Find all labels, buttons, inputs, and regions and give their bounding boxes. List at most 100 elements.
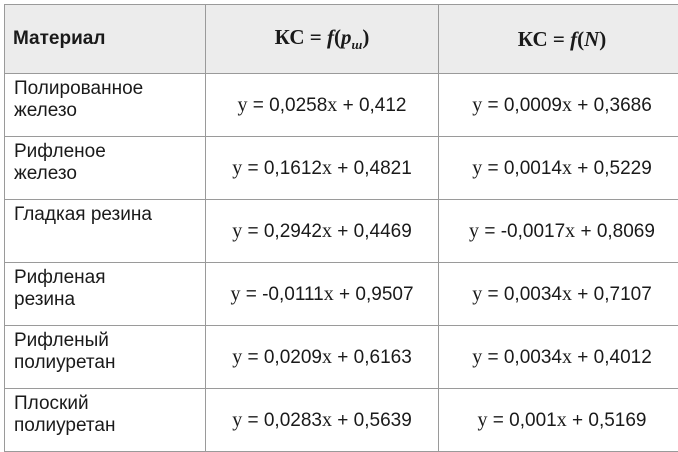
equation-pressure: y = -0,0111x + 0,9507 [206,263,439,326]
header-kc-pressure: КС = f(pш) [206,5,439,74]
equation-pressure: y = 0,0283x + 0,5639 [206,389,439,452]
header-kc-prefix: КС = [275,25,327,49]
var-x: x [562,283,572,305]
coef-a: 0,0009 [504,95,562,116]
var-y: y [478,409,488,431]
var-y: y [472,283,482,305]
sign: + [577,284,588,305]
sign: + [337,221,348,242]
material-line: полиуретан [14,352,115,373]
coef-a: 0,0034 [504,347,562,368]
coef-b: 0,8069 [597,221,655,242]
coef-a: -0,0111 [262,284,324,305]
material-line: Рифленое [14,141,106,162]
var-y: y [472,346,482,368]
header-f: f [327,25,334,49]
material-line: Плоский [14,393,89,414]
var-y: y [230,283,240,305]
sign: + [580,221,591,242]
var-x: x [322,157,332,179]
equation-n: y = -0,0017x + 0,8069 [439,200,678,263]
coef-a: 0,0283 [264,410,322,431]
coef-b: 0,9507 [355,284,413,305]
var-y: y [232,409,242,431]
sign: + [337,410,348,431]
material-line: Полированное [14,78,143,99]
var-x: x [322,346,332,368]
coef-b: 0,4012 [594,347,652,368]
sign: + [577,158,588,179]
coef-a: 0,2942 [264,221,322,242]
equation-n: y = 0,001x + 0,5169 [439,389,678,452]
coefficient-table: Материал КС = f(pш) КС = f(N) Полированн… [4,4,678,452]
var-x: x [557,409,567,431]
coef-a: 0,0258 [269,95,327,116]
material-line: Рифленая [14,267,106,288]
coef-a: 0,0209 [264,347,322,368]
material-line: железо [14,100,77,121]
var-x: x [565,220,575,242]
sign: + [343,95,354,116]
equation-pressure: y = 0,0258x + 0,412 [206,74,439,137]
sign: + [337,347,348,368]
equation-n: y = 0,0009x + 0,3686 [439,74,678,137]
material-line: полиуретан [14,415,115,436]
var-x: x [324,283,334,305]
var-x: x [562,346,572,368]
var-y: y [472,94,482,116]
header-paren: ( [334,25,341,49]
coef-b: 0,5169 [588,410,646,431]
coef-a: 0,001 [509,410,557,431]
equation-pressure: y = 0,0209x + 0,6163 [206,326,439,389]
header-var: N [584,27,599,51]
coef-b: 0,6163 [354,347,412,368]
var-x: x [562,94,572,116]
coef-b: 0,4469 [354,221,412,242]
coef-b: 0,7107 [594,284,652,305]
sign: + [577,347,588,368]
var-y: y [472,157,482,179]
var-y: y [238,94,248,116]
equation-n: y = 0,0034x + 0,7107 [439,263,678,326]
equation-pressure: y = 0,2942x + 0,4469 [206,200,439,263]
sign: + [577,95,588,116]
var-y: y [232,220,242,242]
material-line: Рифленый [14,330,109,351]
header-material: Материал [5,5,206,74]
coef-a: 0,0014 [504,158,562,179]
coef-b: 0,4821 [354,158,412,179]
var-y: y [232,346,242,368]
sign: + [339,284,350,305]
material-line: железо [14,163,77,184]
equation-n: y = 0,0014x + 0,5229 [439,137,678,200]
header-kc-n: КС = f(N) [439,5,678,74]
var-x: x [562,157,572,179]
var-x: x [322,220,332,242]
var-y: y [232,157,242,179]
equation-pressure: y = 0,1612x + 0,4821 [206,137,439,200]
header-row: Материал КС = f(pш) КС = f(N) [5,5,678,74]
material-line: Гладкая резина [14,204,152,225]
sign: + [572,410,583,431]
coef-a: -0,0017 [501,221,565,242]
coef-b: 0,412 [359,95,407,116]
header-sub: ш [352,37,363,52]
coef-b: 0,5229 [594,158,652,179]
coef-b: 0,3686 [594,95,652,116]
var-x: x [322,409,332,431]
sign: + [337,158,348,179]
var-x: x [327,94,337,116]
header-var: p [341,25,352,49]
material-cell: Гладкая резина [5,200,206,263]
material-line: резина [14,289,75,310]
